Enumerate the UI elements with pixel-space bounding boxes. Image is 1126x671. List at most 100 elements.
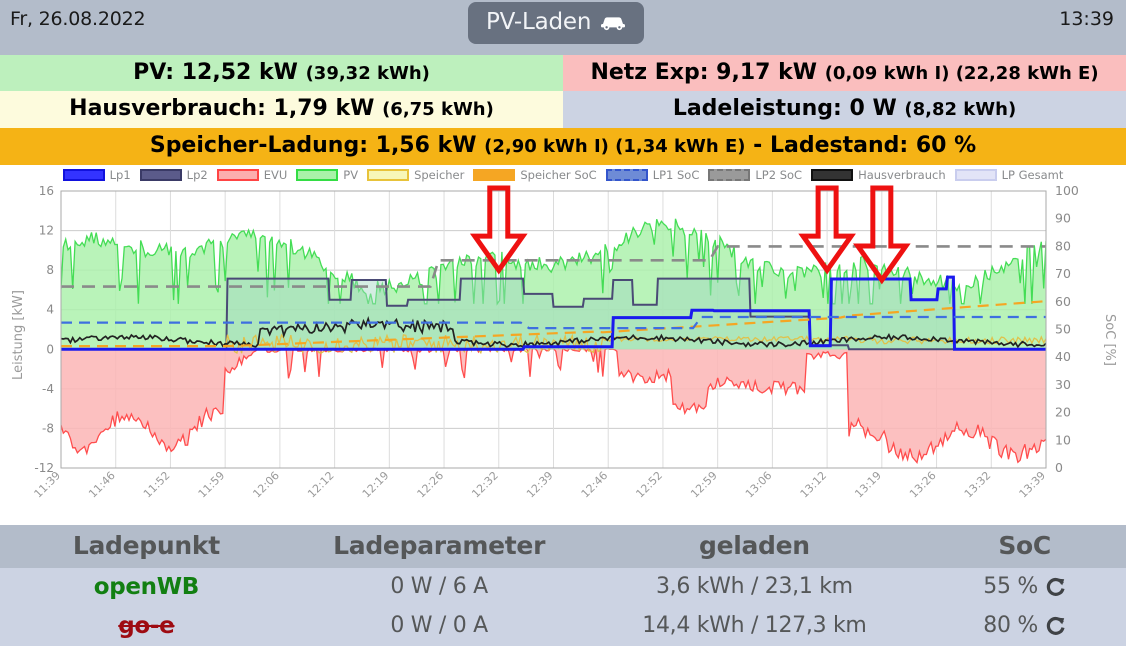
status-battery-sub: (2,90 kWh I) (1,34 kWh E) [484,135,746,157]
charge-mode-label: PV-Laden [486,9,592,35]
svg-text:0: 0 [46,342,54,356]
y-axis-title: Leistung [kW] [11,290,26,380]
svg-text:0: 0 [1055,460,1063,475]
status-battery-soc: - Ladestand: 60 % [753,132,977,158]
col-ladeparameter: Ladeparameter [292,524,586,568]
legend-swatch [473,168,516,181]
legend-item-speicher-soc[interactable]: Speicher SoC [473,167,597,182]
svg-text:16: 16 [39,184,54,198]
svg-text:12:46: 12:46 [579,469,611,501]
legend-label: Lp1 [109,167,131,182]
status-house-consumption: Hausverbrauch: 1,79 kW (6,75 kWh) [0,91,563,128]
power-chart[interactable]: Lp1 Lp2 EVU PV Speicher Speicher SoC LP1 SoC LP… [0,164,1126,525]
legend-label: Speicher [414,167,465,182]
svg-text:12:12: 12:12 [305,469,337,501]
plot-frame [60,190,1047,469]
car-icon [600,13,626,31]
svg-text:13:26: 13:26 [907,469,939,501]
charge-point-name: go-e [118,612,175,639]
legend-item-hausverbrauch[interactable]: Hausverbrauch [811,168,946,182]
legend-label: Hausverbrauch [858,167,946,182]
svg-text:12:59: 12:59 [688,469,720,501]
svg-text:8: 8 [46,263,54,277]
svg-text:30: 30 [1055,376,1071,391]
svg-text:13:39: 13:39 [1017,469,1049,501]
svg-text:100: 100 [1055,183,1079,198]
chart-annotation-arrows [469,185,911,284]
status-charge-power-sub: (8,82 kWh) [904,99,1017,121]
legend-item-lp-gesamt[interactable]: LP Gesamt [954,167,1064,182]
refresh-icon[interactable] [1046,576,1066,598]
status-pv-label: PV: 12,52 kW [133,60,298,85]
y-axis-tick-labels: 16 12 8 4 0 -4 -8 -12 [34,184,54,475]
svg-text:40: 40 [1055,349,1071,364]
status-row-1: PV: 12,52 kW (39,32 kWh) Netz Exp: 9,17 … [0,55,1126,92]
status-grid: PV: 12,52 kW (39,32 kWh) Netz Exp: 9,17 … [0,55,1126,165]
cell-ladeparameter: 0 W / 6 A [292,567,586,607]
legend-item-lp2[interactable]: Lp2 [139,168,208,182]
legend-item-pv[interactable]: PV [296,168,358,182]
series-speicher-soc-line [61,299,1046,347]
legend-item-lp1[interactable]: Lp1 [62,167,131,182]
svg-text:12:32: 12:32 [469,469,501,501]
legend-swatch [954,168,997,181]
svg-text:11:52: 11:52 [141,469,173,501]
svg-text:-4: -4 [42,381,54,395]
legend-swatch [605,168,648,181]
svg-text:11:46: 11:46 [86,469,118,501]
legend-swatch [367,168,410,181]
svg-text:80: 80 [1055,238,1071,253]
col-soc: SoC [923,524,1126,568]
legend-label: PV [343,167,359,182]
svg-text:90: 90 [1055,210,1071,225]
annotation-arrow-3 [853,185,911,284]
soc-value: 55 % [983,574,1038,600]
col-ladepunkt: Ladepunkt [0,524,293,568]
series-lp2-soc-line [61,244,1046,288]
cell-ladepunkt[interactable]: openWB [0,567,293,607]
series-lp-gesamt-area [61,276,1046,349]
legend-item-evu[interactable]: EVU [216,168,287,182]
table-row[interactable]: openWB 0 W / 6 A 3,6 kWh / 23,1 km 55 % [0,567,1126,607]
status-pv-sub: (39,32 kWh) [305,63,430,84]
status-pv: PV: 12,52 kW (39,32 kWh) [0,55,563,92]
legend-item-lp2-soc[interactable]: LP2 SoC [708,168,802,182]
svg-text:10: 10 [1055,432,1071,447]
legend-label: LP Gesamt [1001,167,1064,182]
legend-swatch [296,168,339,181]
chart-series-group [61,218,1046,464]
svg-text:12: 12 [39,223,54,237]
series-lp1-soc-line [61,315,1046,329]
legend-label: LP2 SoC [755,167,803,182]
top-bar: Fr, 26.08.2022 PV-Laden 13:39 [0,0,1126,55]
table-header-row: Ladepunkt Ladeparameter geladen SoC [0,524,1126,568]
legend-item-lp1-soc[interactable]: LP1 SoC [605,168,699,182]
charge-mode-button[interactable]: PV-Laden [468,2,645,44]
cell-geladen: 3,6 kWh / 23,1 km [585,567,924,607]
series-pv-line [61,218,1046,306]
legend-label: Speicher SoC [520,167,597,182]
cell-ladepunkt[interactable]: go-e [0,606,293,646]
svg-text:13:12: 13:12 [798,469,830,501]
annotation-arrow-2 [798,185,856,275]
cell-soc: 80 % [923,606,1126,646]
svg-text:60: 60 [1055,293,1071,308]
status-charge-power: Ladeleistung: 0 W (8,82 kWh) [563,91,1126,128]
legend-swatch [139,168,182,181]
svg-text:12:19: 12:19 [360,469,392,501]
table-row[interactable]: go-e 0 W / 0 A 14,4 kWh / 127,3 km 80 % [0,606,1126,646]
status-grid-sub: (0,09 kWh I) (22,28 kWh E) [824,63,1099,84]
legend-swatch [216,168,259,181]
status-battery: Speicher-Ladung: 1,56 kW (2,90 kWh I) (1… [0,127,1126,165]
svg-text:-12: -12 [34,461,54,475]
legend-item-speicher[interactable]: Speicher [367,168,464,182]
svg-text:70: 70 [1055,266,1071,281]
status-grid-label: Netz Exp: 9,17 kW [590,60,818,85]
svg-text:12:39: 12:39 [524,469,556,501]
status-charge-power-label: Ladeleistung: 0 W [672,96,897,122]
cell-geladen: 14,4 kWh / 127,3 km [585,606,924,646]
refresh-icon[interactable] [1046,615,1066,637]
status-grid-export: Netz Exp: 9,17 kW (0,09 kWh I) (22,28 kW… [563,55,1126,92]
